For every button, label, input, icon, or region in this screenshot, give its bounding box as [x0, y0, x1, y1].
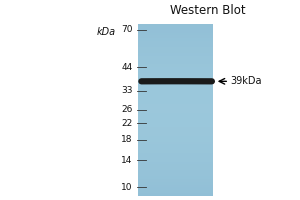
Bar [139, 190, 213, 193]
Bar [139, 113, 213, 116]
Bar [139, 147, 213, 150]
Bar [139, 153, 213, 156]
Bar [139, 67, 213, 70]
Bar [139, 104, 213, 107]
Text: 39kDa: 39kDa [231, 76, 262, 86]
Bar [139, 121, 213, 124]
Text: 18: 18 [121, 135, 133, 144]
Bar [139, 142, 213, 144]
Bar [139, 76, 213, 78]
Bar [139, 173, 213, 176]
Bar [139, 90, 213, 93]
Bar [139, 73, 213, 76]
Bar [139, 130, 213, 133]
Bar [139, 58, 213, 61]
Text: 10: 10 [121, 183, 133, 192]
Bar [139, 182, 213, 185]
Text: 70: 70 [121, 25, 133, 34]
Text: kDa: kDa [96, 27, 116, 37]
Bar [139, 170, 213, 173]
Bar [139, 47, 213, 50]
Bar [139, 78, 213, 81]
Bar [139, 50, 213, 53]
Bar [139, 107, 213, 110]
Bar [139, 127, 213, 130]
Bar [139, 139, 213, 142]
Bar [139, 81, 213, 84]
Bar [139, 56, 213, 58]
Bar [139, 53, 213, 56]
Bar [139, 99, 213, 101]
Bar [139, 162, 213, 164]
Bar [139, 44, 213, 47]
Text: 26: 26 [121, 105, 133, 114]
Bar [139, 159, 213, 162]
Bar [139, 87, 213, 90]
Bar [139, 35, 213, 38]
Bar [139, 61, 213, 64]
Bar [139, 176, 213, 179]
Bar [139, 70, 213, 73]
Bar [139, 119, 213, 121]
Bar [139, 133, 213, 136]
Bar [139, 41, 213, 44]
Bar [139, 164, 213, 167]
Bar [139, 150, 213, 153]
Text: 22: 22 [122, 119, 133, 128]
Bar [139, 193, 213, 196]
Bar [139, 93, 213, 96]
Bar [139, 179, 213, 182]
Text: 33: 33 [121, 86, 133, 95]
Bar [139, 156, 213, 159]
Bar [139, 116, 213, 119]
Bar [139, 27, 213, 30]
Bar [139, 38, 213, 41]
Bar [139, 30, 213, 33]
Bar [139, 144, 213, 147]
Text: 44: 44 [122, 63, 133, 72]
Bar [139, 33, 213, 35]
Bar [139, 110, 213, 113]
Bar [139, 185, 213, 187]
Bar [139, 96, 213, 99]
Bar [139, 136, 213, 139]
Bar [139, 187, 213, 190]
Bar [139, 101, 213, 104]
Bar [139, 84, 213, 87]
Text: Western Blot: Western Blot [170, 4, 245, 17]
Text: 14: 14 [121, 156, 133, 165]
Bar [139, 64, 213, 67]
Bar [139, 167, 213, 170]
Bar [139, 124, 213, 127]
Bar [139, 24, 213, 27]
